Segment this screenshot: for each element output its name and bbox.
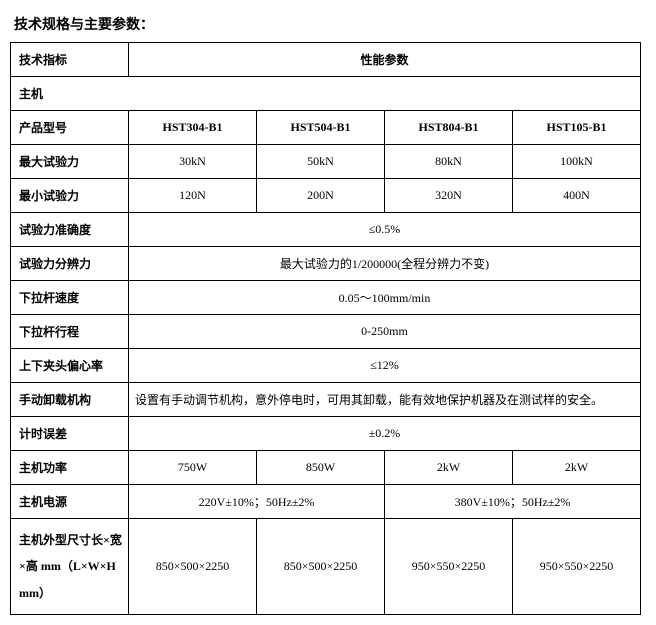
label-power: 主机功率 [11, 451, 129, 485]
cell: 0-250mm [129, 315, 641, 349]
label-accuracy: 试验力准确度 [11, 213, 129, 247]
cell: 750W [129, 451, 257, 485]
row-model: 产品型号 HST304-B1 HST504-B1 HST804-B1 HST10… [11, 111, 641, 145]
cell: 50kN [257, 145, 385, 179]
row-resolution: 试验力分辨力 最大试验力的1/200000(全程分辨力不变) [11, 247, 641, 281]
spec-table: 技术指标 性能参数 主机 产品型号 HST304-B1 HST504-B1 HS… [10, 42, 641, 615]
cell: 380V±10%；50Hz±2% [385, 485, 641, 519]
cell: HST804-B1 [385, 111, 513, 145]
label-manual: 手动卸载机构 [11, 383, 129, 417]
label-supply: 主机电源 [11, 485, 129, 519]
cell: 100kN [513, 145, 641, 179]
label-model: 产品型号 [11, 111, 129, 145]
label-speed: 下拉杆速度 [11, 281, 129, 315]
cell: 850×500×2250 [129, 519, 257, 615]
label-eccentric: 上下夹头偏心率 [11, 349, 129, 383]
cell: 320N [385, 179, 513, 213]
row-dims: 主机外型尺寸长×宽×高 mm（L×W×Hmm） 850×500×2250 850… [11, 519, 641, 615]
row-eccentric: 上下夹头偏心率 ≤12% [11, 349, 641, 383]
label-max-force: 最大试验力 [11, 145, 129, 179]
cell: ≤12% [129, 349, 641, 383]
cell: ±0.2% [129, 417, 641, 451]
cell: 设置有手动调节机构，意外停电时，可用其卸载，能有效地保护机器及在测试样的安全。 [129, 383, 641, 417]
cell: HST304-B1 [129, 111, 257, 145]
cell: 0.05～100mm/min [129, 281, 641, 315]
header-row: 技术指标 性能参数 [11, 43, 641, 77]
cell: 80kN [385, 145, 513, 179]
page-title: 技术规格与主要参数： [14, 14, 646, 34]
label-dims: 主机外型尺寸长×宽×高 mm（L×W×Hmm） [11, 519, 129, 615]
section-row-main: 主机 [11, 77, 641, 111]
row-supply: 主机电源 220V±10%；50Hz±2% 380V±10%；50Hz±2% [11, 485, 641, 519]
label-timing: 计时误差 [11, 417, 129, 451]
label-min-force: 最小试验力 [11, 179, 129, 213]
row-manual: 手动卸载机构 设置有手动调节机构，意外停电时，可用其卸载，能有效地保护机器及在测… [11, 383, 641, 417]
header-colrest: 性能参数 [129, 43, 641, 77]
cell: 220V±10%；50Hz±2% [129, 485, 385, 519]
section-main: 主机 [11, 77, 641, 111]
cell: HST105-B1 [513, 111, 641, 145]
cell: 400N [513, 179, 641, 213]
row-timing: 计时误差 ±0.2% [11, 417, 641, 451]
cell: 950×550×2250 [385, 519, 513, 615]
label-stroke: 下拉杆行程 [11, 315, 129, 349]
cell: 120N [129, 179, 257, 213]
cell: 850W [257, 451, 385, 485]
cell: 200N [257, 179, 385, 213]
header-col0: 技术指标 [11, 43, 129, 77]
cell: 2kW [385, 451, 513, 485]
cell: 850×500×2250 [257, 519, 385, 615]
row-max-force: 最大试验力 30kN 50kN 80kN 100kN [11, 145, 641, 179]
row-speed: 下拉杆速度 0.05～100mm/min [11, 281, 641, 315]
cell: ≤0.5% [129, 213, 641, 247]
cell: HST504-B1 [257, 111, 385, 145]
cell: 30kN [129, 145, 257, 179]
row-accuracy: 试验力准确度 ≤0.5% [11, 213, 641, 247]
cell: 2kW [513, 451, 641, 485]
cell: 最大试验力的1/200000(全程分辨力不变) [129, 247, 641, 281]
row-stroke: 下拉杆行程 0-250mm [11, 315, 641, 349]
cell: 950×550×2250 [513, 519, 641, 615]
label-resolution: 试验力分辨力 [11, 247, 129, 281]
row-power: 主机功率 750W 850W 2kW 2kW [11, 451, 641, 485]
row-min-force: 最小试验力 120N 200N 320N 400N [11, 179, 641, 213]
